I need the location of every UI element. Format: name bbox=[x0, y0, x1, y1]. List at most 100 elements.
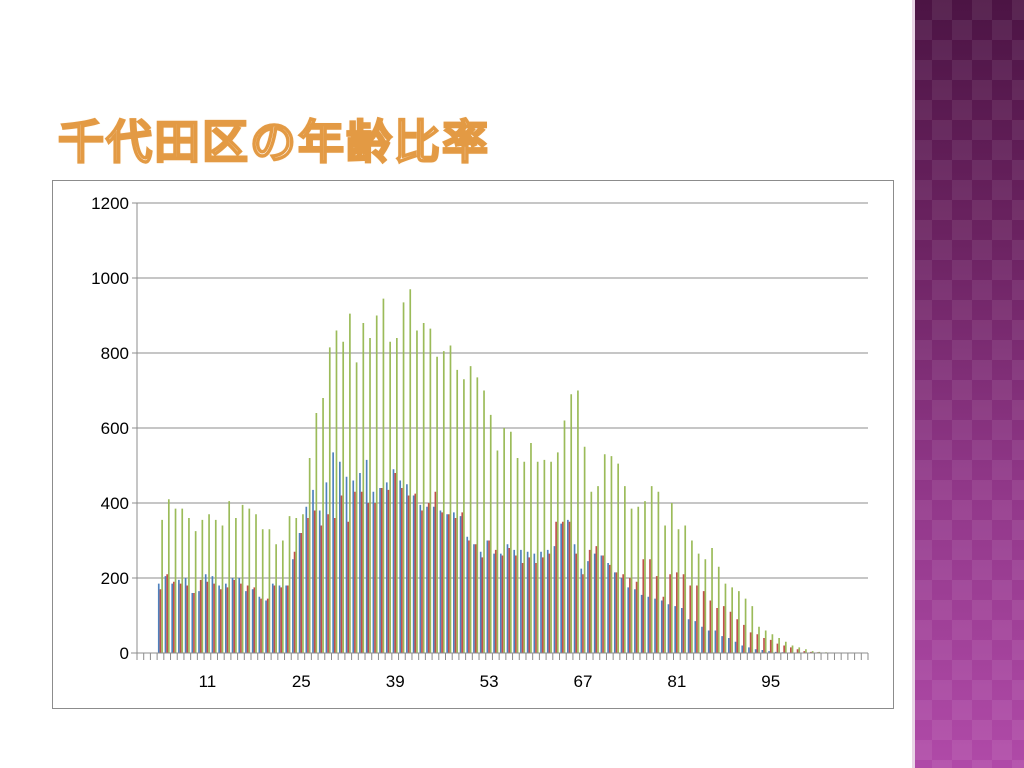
bar-series-2 bbox=[629, 578, 631, 653]
bar-series-2 bbox=[756, 634, 759, 653]
bar-series-3 bbox=[261, 529, 264, 653]
bar-series-1 bbox=[224, 583, 227, 654]
bar-series-1 bbox=[453, 512, 455, 654]
bar-series-2 bbox=[468, 540, 470, 653]
bar-series-2 bbox=[736, 619, 739, 653]
bar-series-1 bbox=[332, 452, 334, 654]
bar-series-3 bbox=[322, 398, 324, 653]
bar-series-2 bbox=[682, 574, 685, 653]
bar-series-2 bbox=[803, 651, 806, 654]
y-tick-label: 1200 bbox=[91, 194, 129, 213]
bar-series-1 bbox=[727, 638, 730, 653]
bar-series-1 bbox=[426, 506, 428, 653]
bar-series-3 bbox=[731, 587, 733, 654]
bar-series-3 bbox=[805, 649, 807, 653]
bar-series-1 bbox=[520, 549, 522, 654]
x-tick-label: 25 bbox=[292, 672, 311, 691]
bar-series-1 bbox=[499, 553, 502, 654]
bar-series-2 bbox=[360, 491, 363, 653]
bar-series-2 bbox=[313, 510, 316, 653]
bar-series-3 bbox=[396, 338, 398, 653]
bar-series-3 bbox=[416, 330, 418, 653]
bar-series-3 bbox=[355, 362, 358, 654]
bar-series-3 bbox=[798, 647, 801, 654]
bar-series-1 bbox=[238, 578, 241, 653]
bar-series-2 bbox=[394, 473, 397, 653]
bar-series-2 bbox=[213, 583, 215, 654]
bar-series-3 bbox=[248, 508, 251, 654]
bar-series-2 bbox=[226, 587, 229, 654]
bar-series-3 bbox=[516, 458, 519, 653]
bar-series-2 bbox=[280, 587, 282, 654]
bar-series-1 bbox=[439, 510, 442, 653]
bar-series-1 bbox=[265, 600, 267, 653]
bar-series-3 bbox=[657, 491, 660, 653]
y-tick-label: 1000 bbox=[91, 269, 129, 288]
bar-series-2 bbox=[441, 512, 443, 654]
bar-series-3 bbox=[402, 302, 405, 654]
bar-series-1 bbox=[654, 598, 656, 654]
bar-series-3 bbox=[677, 529, 680, 653]
bar-series-3 bbox=[563, 420, 566, 653]
bar-series-2 bbox=[515, 555, 517, 653]
bar-series-2 bbox=[689, 585, 692, 653]
bar-series-2 bbox=[387, 489, 390, 654]
axes bbox=[131, 202, 869, 660]
bar-series-3 bbox=[328, 347, 331, 654]
bar-series-2 bbox=[810, 651, 812, 654]
bar-series-1 bbox=[432, 506, 435, 653]
bar-series-3 bbox=[758, 626, 760, 653]
side-band-pattern bbox=[912, 0, 1024, 768]
bar-series-3 bbox=[476, 377, 479, 654]
bar-series-3 bbox=[637, 506, 640, 653]
bar-series-1 bbox=[754, 649, 757, 653]
bar-series-1 bbox=[513, 549, 516, 654]
bar-series-2 bbox=[555, 521, 557, 653]
bar-series-1 bbox=[245, 591, 247, 654]
bar-series-3 bbox=[724, 583, 727, 654]
bar-series-3 bbox=[255, 514, 257, 653]
bar-series-1 bbox=[191, 593, 194, 653]
bar-series-2 bbox=[655, 576, 658, 654]
bar-series-1 bbox=[171, 583, 174, 654]
bar-series-3 bbox=[362, 323, 365, 653]
bar-series-3 bbox=[590, 491, 593, 653]
bar-series-2 bbox=[219, 589, 222, 653]
bar-series-3 bbox=[523, 461, 526, 653]
bar-series-1 bbox=[526, 551, 529, 653]
bar-series-3 bbox=[308, 458, 311, 653]
bar-series-2 bbox=[535, 563, 537, 653]
bar-series-2 bbox=[401, 488, 403, 653]
bar-series-2 bbox=[595, 546, 598, 654]
bar-series-3 bbox=[302, 514, 304, 653]
bar-series-3 bbox=[791, 645, 794, 653]
bar-series-3 bbox=[349, 313, 351, 654]
bar-series-2 bbox=[615, 572, 618, 654]
y-tick-label: 400 bbox=[101, 494, 129, 513]
x-tick-label: 11 bbox=[199, 672, 217, 691]
bar-series-1 bbox=[385, 482, 388, 654]
bar-series-1 bbox=[184, 578, 187, 653]
bar-series-1 bbox=[546, 549, 549, 654]
bar-series-1 bbox=[647, 596, 650, 653]
bar-series-3 bbox=[644, 501, 646, 654]
bar-series-2 bbox=[307, 518, 309, 653]
bar-series-1 bbox=[204, 574, 207, 653]
bar-series-3 bbox=[382, 298, 385, 654]
bar-series-2 bbox=[293, 551, 296, 653]
bar-series-2 bbox=[374, 503, 376, 653]
bar-series-2 bbox=[796, 649, 799, 653]
bar-series-3 bbox=[691, 540, 693, 653]
bar-series-2 bbox=[260, 598, 262, 654]
bar-series-2 bbox=[354, 491, 356, 653]
bar-series-1 bbox=[506, 544, 509, 653]
y-tick-label: 600 bbox=[101, 419, 129, 438]
bar-series-3 bbox=[295, 518, 298, 653]
bar-series-2 bbox=[461, 512, 464, 654]
bar-series-3 bbox=[409, 289, 412, 653]
side-band-edge bbox=[912, 0, 915, 768]
bar-series-2 bbox=[763, 638, 765, 653]
bar-series-3 bbox=[449, 345, 452, 653]
bar-series-2 bbox=[501, 555, 504, 653]
bar-series-3 bbox=[603, 454, 606, 653]
